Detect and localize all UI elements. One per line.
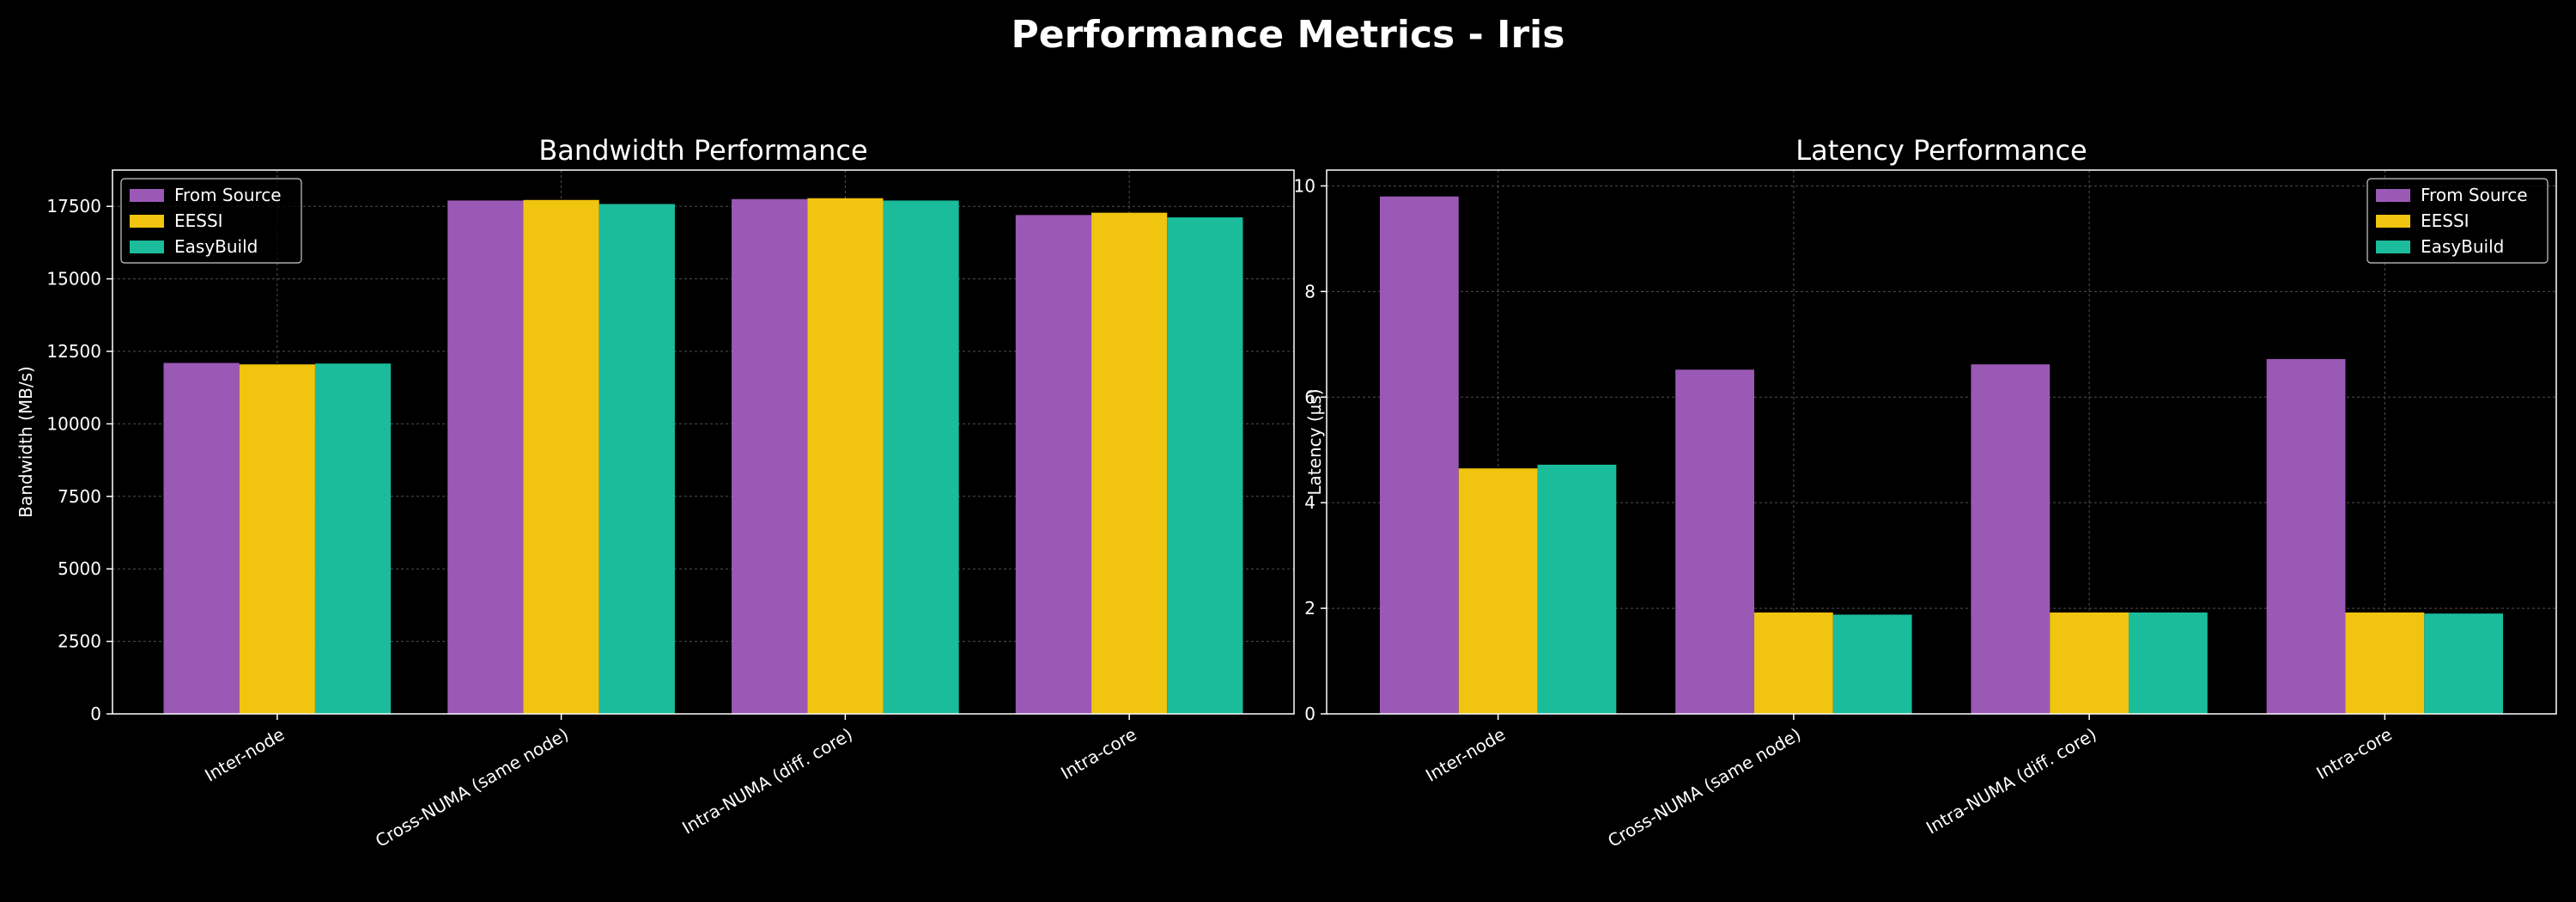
latency-bar-eessi (1458, 468, 1538, 714)
latency-legend-swatch (2376, 241, 2410, 253)
bandwidth-bar-from-source (732, 198, 808, 714)
bandwidth-chart-title: Bandwidth Performance (538, 134, 867, 167)
latency-y-axis-label: Latency (µs) (1304, 388, 1325, 495)
latency-legend-label: EasyBuild (2421, 236, 2504, 257)
bandwidth-bar-eessi (807, 198, 884, 714)
figure-title: Performance Metrics - Iris (1012, 13, 1565, 57)
latency-bar-from-source (2266, 359, 2346, 714)
bandwidth-chart: 025005000750010000125001500017500Inter-n… (15, 134, 1295, 851)
latency-bar-easybuild (2424, 613, 2504, 714)
latency-y-tick-label: 6 (1304, 387, 1315, 407)
latency-bar-easybuild (1537, 464, 1617, 714)
bandwidth-legend-swatch (130, 215, 164, 228)
bandwidth-y-tick-label: 7500 (58, 486, 101, 507)
bandwidth-bar-easybuild (314, 363, 392, 714)
latency-bar-easybuild (1832, 614, 1912, 714)
bandwidth-y-tick-label: 5000 (58, 558, 101, 579)
bandwidth-bar-from-source (163, 363, 240, 714)
bandwidth-y-tick-label: 12500 (46, 341, 101, 362)
latency-bar-eessi (2050, 613, 2129, 714)
latency-legend-swatch (2376, 215, 2410, 228)
bandwidth-legend-swatch (130, 189, 164, 202)
bandwidth-y-axis-label: Bandwidth (MB/s) (15, 366, 36, 518)
latency-legend-swatch (2376, 189, 2410, 202)
bandwidth-y-tick-label: 2500 (58, 631, 101, 652)
latency-bar-from-source (1675, 369, 1754, 714)
bandwidth-bar-easybuild (598, 204, 675, 714)
latency-legend-label: EESSI (2421, 210, 2470, 231)
bandwidth-y-tick-label: 15000 (46, 269, 101, 289)
bandwidth-bar-from-source (1015, 215, 1092, 714)
latency-y-tick-label: 8 (1304, 281, 1315, 302)
bandwidth-bar-easybuild (883, 200, 959, 714)
latency-legend: From Source EESSI EasyBuild (2366, 178, 2549, 264)
latency-bar-from-source (1379, 196, 1459, 714)
latency-bar-eessi (2345, 613, 2425, 714)
latency-bar-easybuild (2129, 613, 2208, 714)
bandwidth-legend-label: EESSI (174, 210, 223, 231)
latency-legend-box (2366, 178, 2549, 264)
bandwidth-legend-label: From Source (174, 185, 282, 205)
latency-bar-from-source (1971, 364, 2050, 714)
bandwidth-bar-easybuild (1167, 217, 1243, 714)
bandwidth-legend-box (120, 178, 302, 264)
bandwidth-legend-swatch (130, 241, 164, 253)
bandwidth-y-tick-label: 0 (90, 704, 101, 724)
latency-legend-label: From Source (2421, 185, 2528, 205)
bandwidth-bar-eessi (239, 364, 315, 714)
latency-y-tick-label: 10 (1294, 175, 1315, 196)
bandwidth-y-tick-label: 10000 (46, 413, 101, 434)
bandwidth-legend: From Source EESSI EasyBuild (120, 178, 302, 264)
latency-bar-eessi (1753, 613, 1833, 714)
latency-chart-title: Latency Performance (1795, 134, 2087, 167)
bandwidth-bar-eessi (523, 199, 599, 714)
bandwidth-y-tick-label: 17500 (46, 196, 101, 216)
bandwidth-legend-label: EasyBuild (174, 236, 258, 257)
bandwidth-bar-from-source (447, 200, 524, 714)
latency-y-tick-label: 4 (1304, 492, 1315, 513)
latency-y-tick-label: 0 (1304, 704, 1315, 724)
bandwidth-plot-frame (112, 169, 1295, 715)
latency-y-tick-label: 2 (1304, 598, 1315, 619)
latency-plot-frame (1326, 169, 2557, 715)
bandwidth-bar-eessi (1091, 212, 1168, 714)
